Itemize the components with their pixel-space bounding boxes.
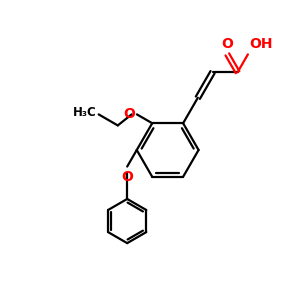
Text: OH: OH bbox=[249, 38, 273, 51]
Text: H₃C: H₃C bbox=[73, 106, 96, 119]
Text: O: O bbox=[221, 38, 233, 51]
Text: O: O bbox=[124, 107, 135, 122]
Text: O: O bbox=[121, 169, 133, 184]
